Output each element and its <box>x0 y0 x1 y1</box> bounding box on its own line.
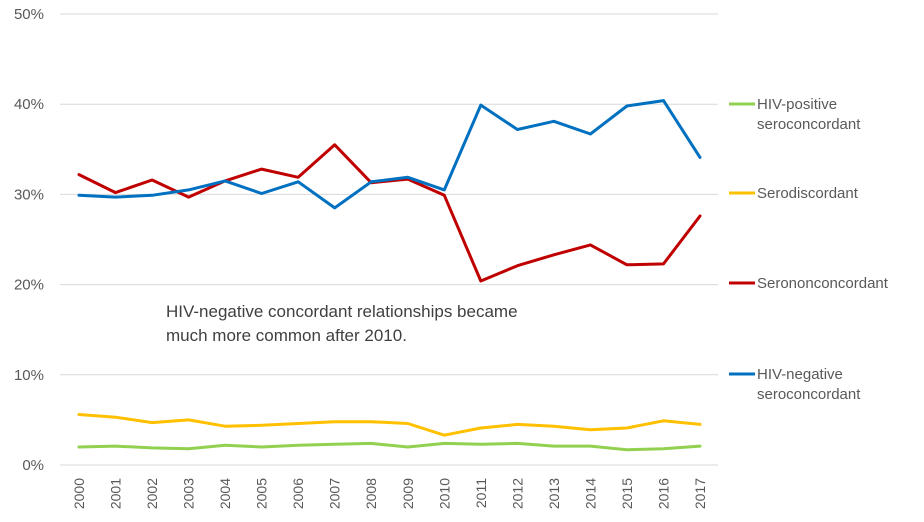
x-tick-label: 2015 <box>619 478 635 509</box>
x-tick-label: 2011 <box>473 478 489 508</box>
annotation-line-1: HIV-negative concordant relationships be… <box>166 302 518 321</box>
x-tick-label: 2002 <box>144 478 160 509</box>
series-line-serodiscordant <box>77 413 702 437</box>
y-tick-label: 10% <box>14 367 44 384</box>
y-axis-ticks: 0% 10% 20% 30% 40% 50% <box>14 6 44 474</box>
x-tick-label: 2010 <box>436 478 452 509</box>
legend-label: Serononconcordant <box>757 275 889 292</box>
y-tick-label: 20% <box>14 277 44 294</box>
x-tick-label: 2006 <box>290 478 306 509</box>
series-lines <box>77 99 702 452</box>
legend-label: Serodiscordant <box>757 185 859 202</box>
x-tick-label: 2000 <box>71 478 87 509</box>
x-tick-label: 2012 <box>509 478 525 509</box>
y-tick-label: 50% <box>14 6 44 23</box>
legend: HIV-positive seroconcordant Serodiscordant… <box>729 96 889 403</box>
series-line-hiv-positive-seroconcordant <box>77 441 702 452</box>
x-tick-label: 2007 <box>327 478 343 509</box>
legend-label-line: seroconcordant <box>757 386 861 403</box>
legend-item-hiv-negative-seroconcordant: HIV-negative seroconcordant <box>729 366 861 403</box>
annotation-line-2: much more common after 2010. <box>166 326 407 345</box>
legend-label: HIV-positive seroconcordant <box>757 96 861 133</box>
x-tick-label: 2008 <box>363 478 379 509</box>
x-tick-label: 2009 <box>400 478 416 509</box>
x-tick-label: 2005 <box>254 478 270 509</box>
gridlines <box>60 13 718 466</box>
y-tick-label: 30% <box>14 186 44 203</box>
annotation-text: HIV-negative concordant relationships be… <box>166 302 522 345</box>
x-axis-ticks: 2000 2001 2002 2003 2004 2005 2006 2007 2008 2009… <box>71 478 708 509</box>
legend-item-serodiscordant: Serodiscordant <box>729 185 859 202</box>
x-tick-label: 2014 <box>582 478 598 509</box>
legend-label-line: HIV-negative <box>757 366 843 383</box>
legend-item-hiv-positive-seroconcordant: HIV-positive seroconcordant <box>729 96 861 133</box>
legend-label-line: Serononconcordant <box>757 275 889 292</box>
y-tick-label: 40% <box>14 96 44 113</box>
x-tick-label: 2003 <box>181 478 197 509</box>
y-tick-label: 0% <box>22 457 44 474</box>
x-tick-label: 2001 <box>108 478 124 509</box>
series-line-serononconcordant <box>77 143 702 283</box>
legend-label-line: HIV-positive <box>757 96 837 113</box>
legend-label-line: seroconcordant <box>757 116 861 133</box>
legend-label-line: Serodiscordant <box>757 185 859 202</box>
x-tick-label: 2016 <box>655 478 671 509</box>
legend-label: HIV-negative seroconcordant <box>757 366 861 403</box>
series-line-hiv-negative-seroconcordant <box>77 99 702 210</box>
x-tick-label: 2017 <box>692 478 708 509</box>
x-tick-label: 2004 <box>217 478 233 509</box>
legend-item-serononconcordant: Serononconcordant <box>729 275 889 292</box>
x-tick-label: 2013 <box>546 478 562 509</box>
